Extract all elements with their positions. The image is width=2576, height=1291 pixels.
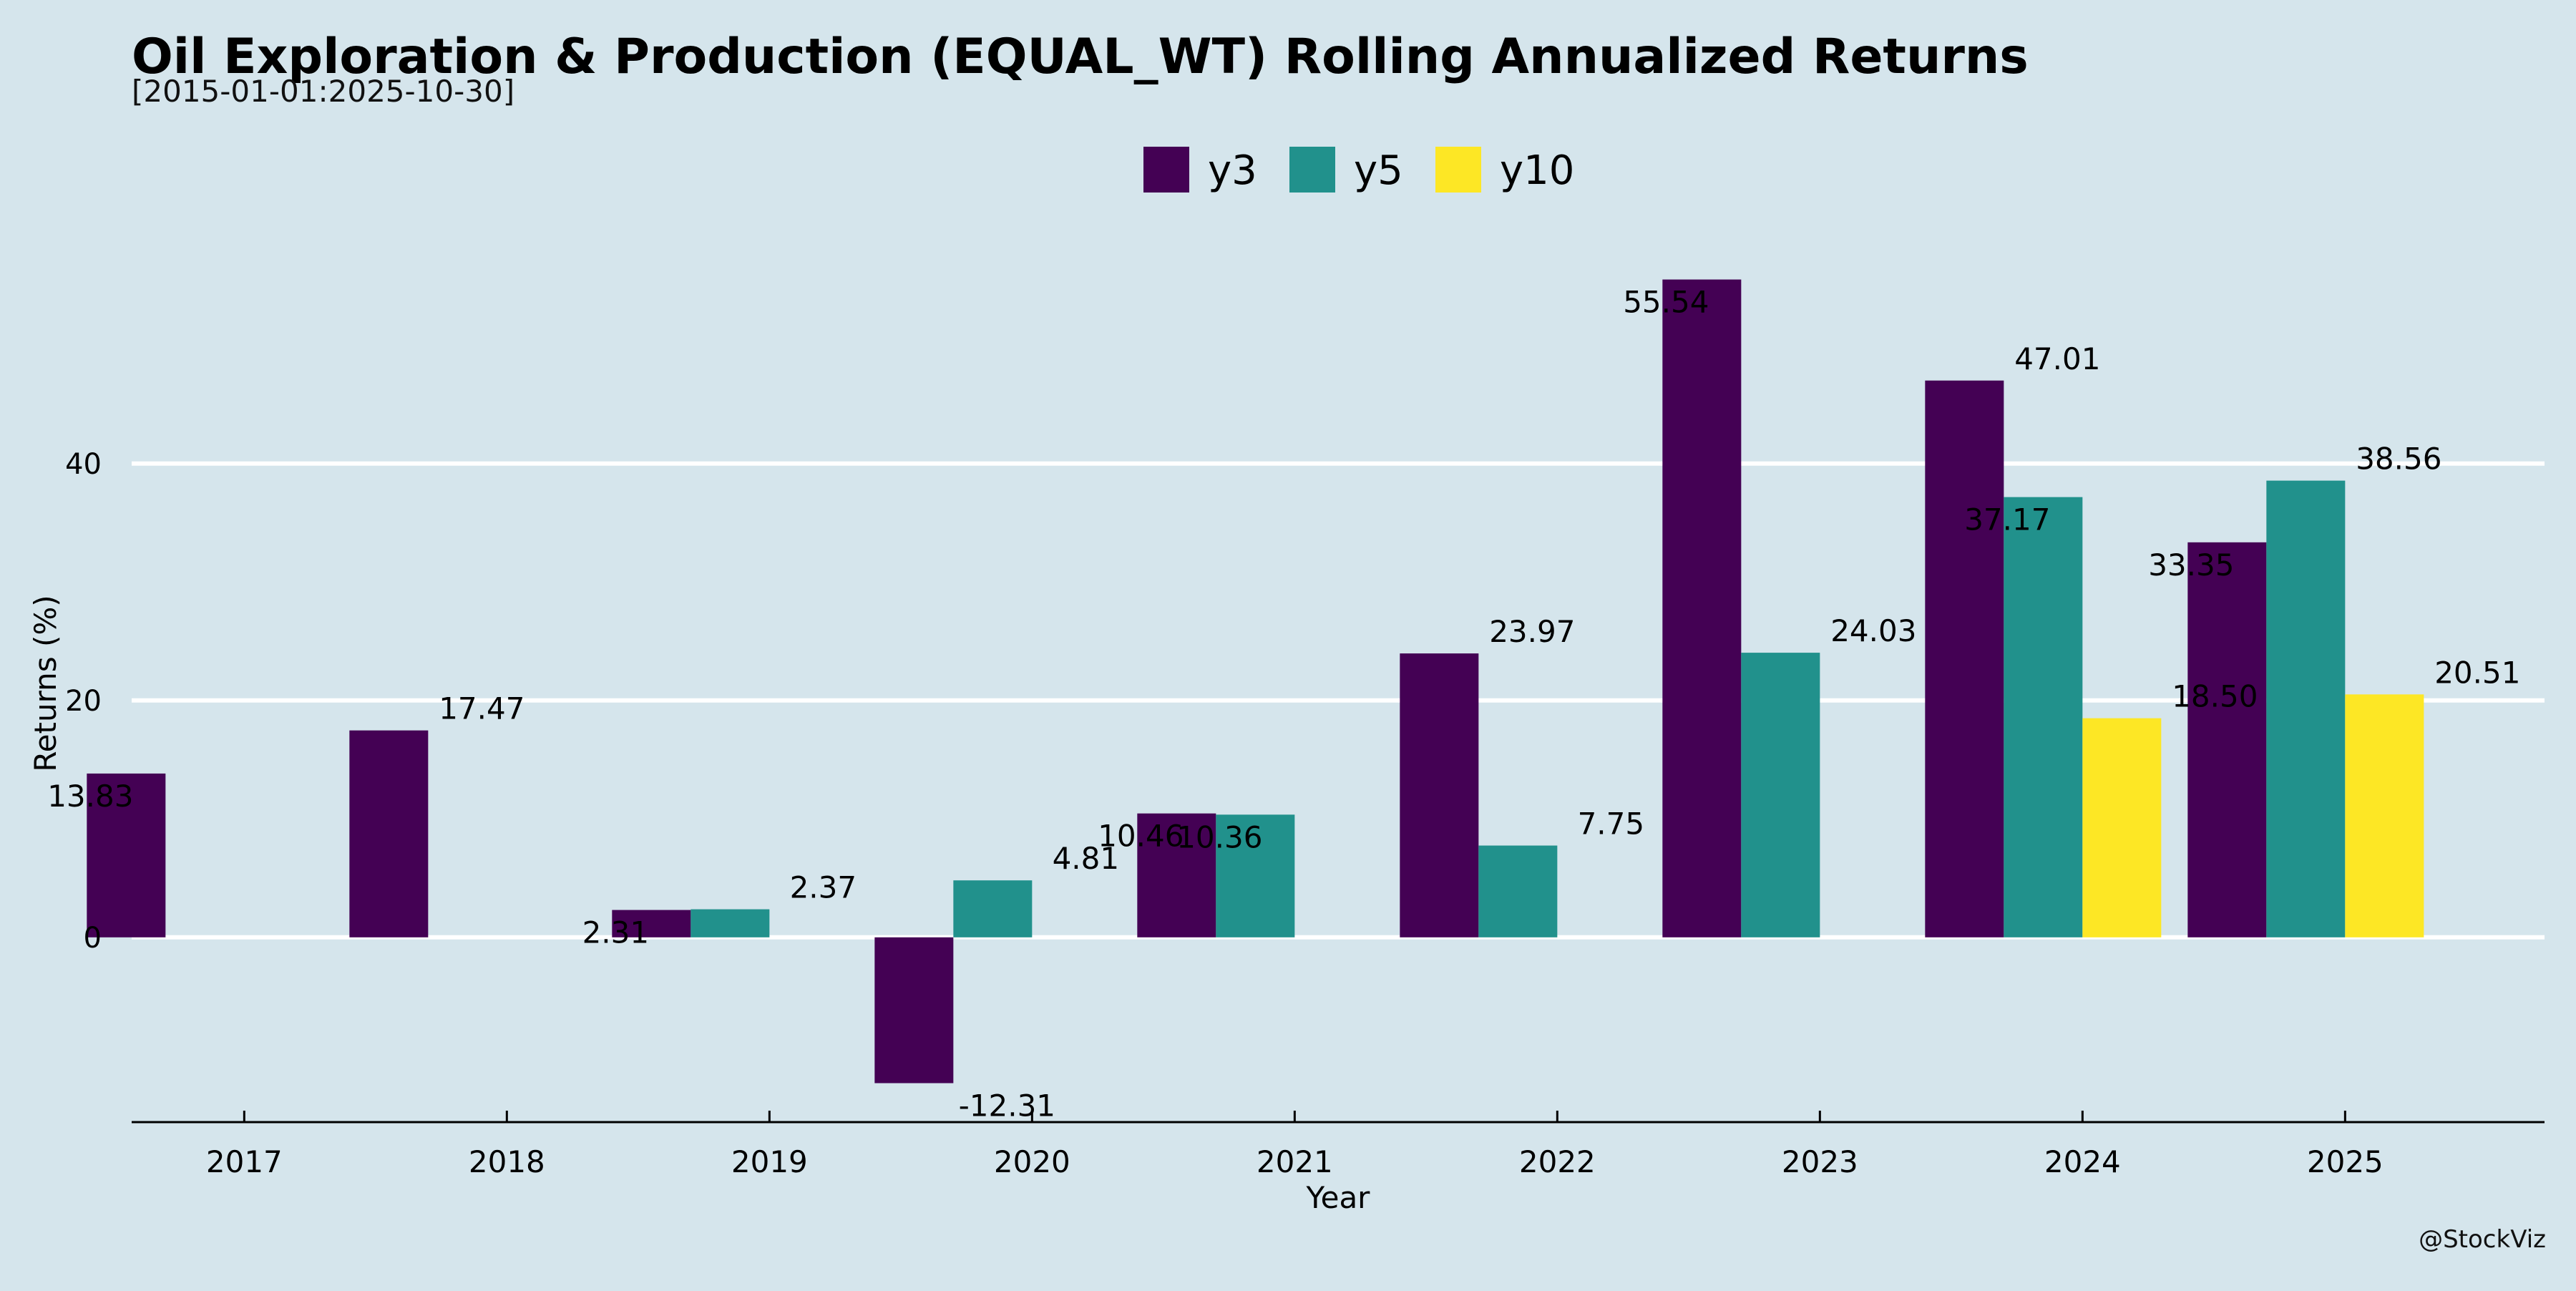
data-label-y5-2023: 24.03 [1830,613,1916,648]
x-axis-label: Year [1306,1180,1371,1215]
bar-y5-2023 [1741,653,1820,937]
x-tick-label: 2019 [731,1144,808,1179]
data-label-y3-2023: 55.54 [1623,285,1709,320]
bar-y5-2024 [2004,497,2083,937]
bar-y3-2020 [874,937,954,1083]
bar-y5-2022 [1478,845,1558,937]
legend-label-y3: y3 [1208,147,1257,194]
data-label-y3-2020: -12.31 [959,1088,1055,1124]
y-tick-label: 0 [84,922,102,955]
bar-y3-2022 [1400,653,1479,937]
bar-y3-2024 [1925,380,2004,937]
data-label-y3-2019: 2.31 [582,915,650,950]
legend-label-y10: y10 [1500,147,1574,194]
data-label-y3-2017: 13.83 [47,779,133,814]
bar-y3-2025 [2187,542,2267,937]
data-label-y5-2020: 4.81 [1053,841,1120,876]
bar-y5-2025 [2266,480,2346,937]
bar-y5-2021 [1216,814,1295,937]
data-label-y10-2025: 20.51 [2434,655,2520,690]
bar-y10-2024 [2082,718,2162,937]
bar-y5-2019 [691,909,770,937]
data-label-y10-2024: 18.50 [2172,679,2258,714]
chart-subtitle: [2015-01-01:2025-10-30] [132,74,514,109]
watermark: @StockViz [2419,1225,2546,1254]
legend-label-y5: y5 [1354,147,1403,194]
chart-title: Oil Exploration & Production (EQUAL_WT) … [132,29,2029,85]
bar-y10-2025 [2345,694,2424,937]
bar-y3-2019 [612,910,691,937]
bar-y3-2017 [87,773,166,937]
bar-y3-2018 [349,730,429,937]
x-tick-label: 2017 [206,1144,283,1179]
legend-swatch-y3 [1143,147,1189,193]
bar-y3-2021 [1137,813,1216,937]
y-axis-label: Returns (%) [28,595,63,771]
data-label-y3-2021: 10.46 [1098,819,1184,854]
bar-y5-2020 [953,880,1033,937]
data-label-y5-2024: 37.17 [1964,502,2050,537]
data-label-y5-2019: 2.37 [790,870,857,905]
legend-swatch-y5 [1289,147,1335,193]
data-label-y3-2025: 33.35 [2148,547,2234,583]
data-label-y3-2024: 47.01 [2014,341,2100,376]
x-tick-label: 2024 [2044,1144,2121,1179]
x-tick-label: 2025 [2307,1144,2384,1179]
bar-y3-2023 [1662,279,1742,937]
bars [87,279,2424,1083]
data-label-y5-2022: 7.75 [1578,807,1645,842]
x-tick-label: 2023 [1782,1144,1858,1179]
x-tick-label: 2021 [1257,1144,1333,1179]
data-label-y5-2021: 10.36 [1176,819,1262,854]
x-tick-label: 2022 [1519,1144,1596,1179]
data-label-y3-2018: 17.47 [439,691,525,726]
axes: 0 20 40 2017 2018 2019 2020 2021 2022 2023 2024 202… [65,448,2545,1179]
legend-swatch-y10 [1435,147,1481,193]
legend: y3 y5 y10 [1143,147,1574,194]
x-tick-label: 2020 [994,1144,1070,1179]
y-tick-label: 20 [65,685,102,718]
data-label-y5-2025: 38.56 [2356,442,2441,477]
x-tick-label: 2018 [469,1144,545,1179]
y-tick-label: 40 [65,448,102,481]
data-label-y3-2022: 23.97 [1489,614,1575,649]
